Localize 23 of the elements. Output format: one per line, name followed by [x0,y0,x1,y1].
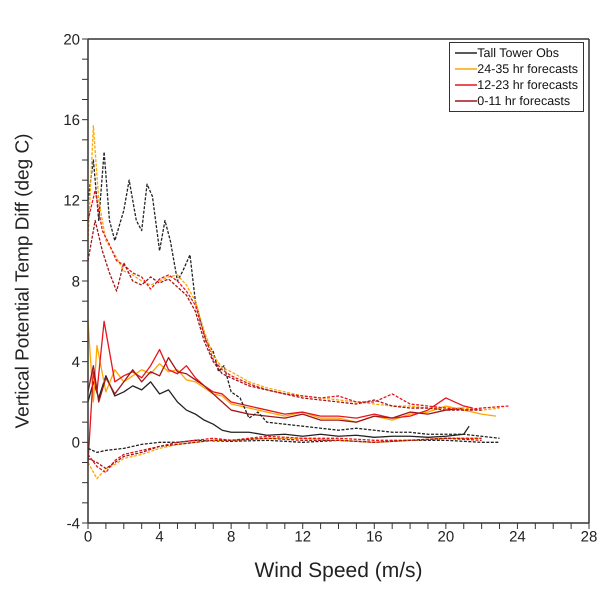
x-tick-label: 8 [226,528,236,546]
legend-label: 0-11 hr forecasts [477,93,570,109]
y-tick-label: -4 [66,515,80,532]
y-axis-title: Vertical Potential Temp Diff (deg C) [12,134,34,428]
x-tick-label: 28 [580,528,598,546]
legend-label: 24-35 hr forecasts [477,61,578,77]
legend-label: 12-23 hr forecasts [477,77,578,93]
legend-label: Tall Tower Obs [477,45,559,61]
x-tick-label: 12 [294,528,312,546]
y-tick-label: 4 [72,354,80,371]
y-tick-label: 0 [72,434,80,452]
line-series [88,151,500,439]
y-tick-label: 20 [63,31,80,48]
x-tick-label: 4 [155,528,164,546]
y-tick-label: 16 [63,112,80,129]
y-tick-label: 12 [63,192,80,210]
x-tick-label: 0 [84,528,92,546]
y-tick-label: 8 [72,273,80,290]
x-axis-title: Wind Speed (m/s) [254,559,423,582]
line-series [88,438,482,480]
x-tick-label: 20 [438,528,454,546]
x-tick-label: 16 [366,528,383,546]
x-tick-label: 24 [509,528,526,546]
